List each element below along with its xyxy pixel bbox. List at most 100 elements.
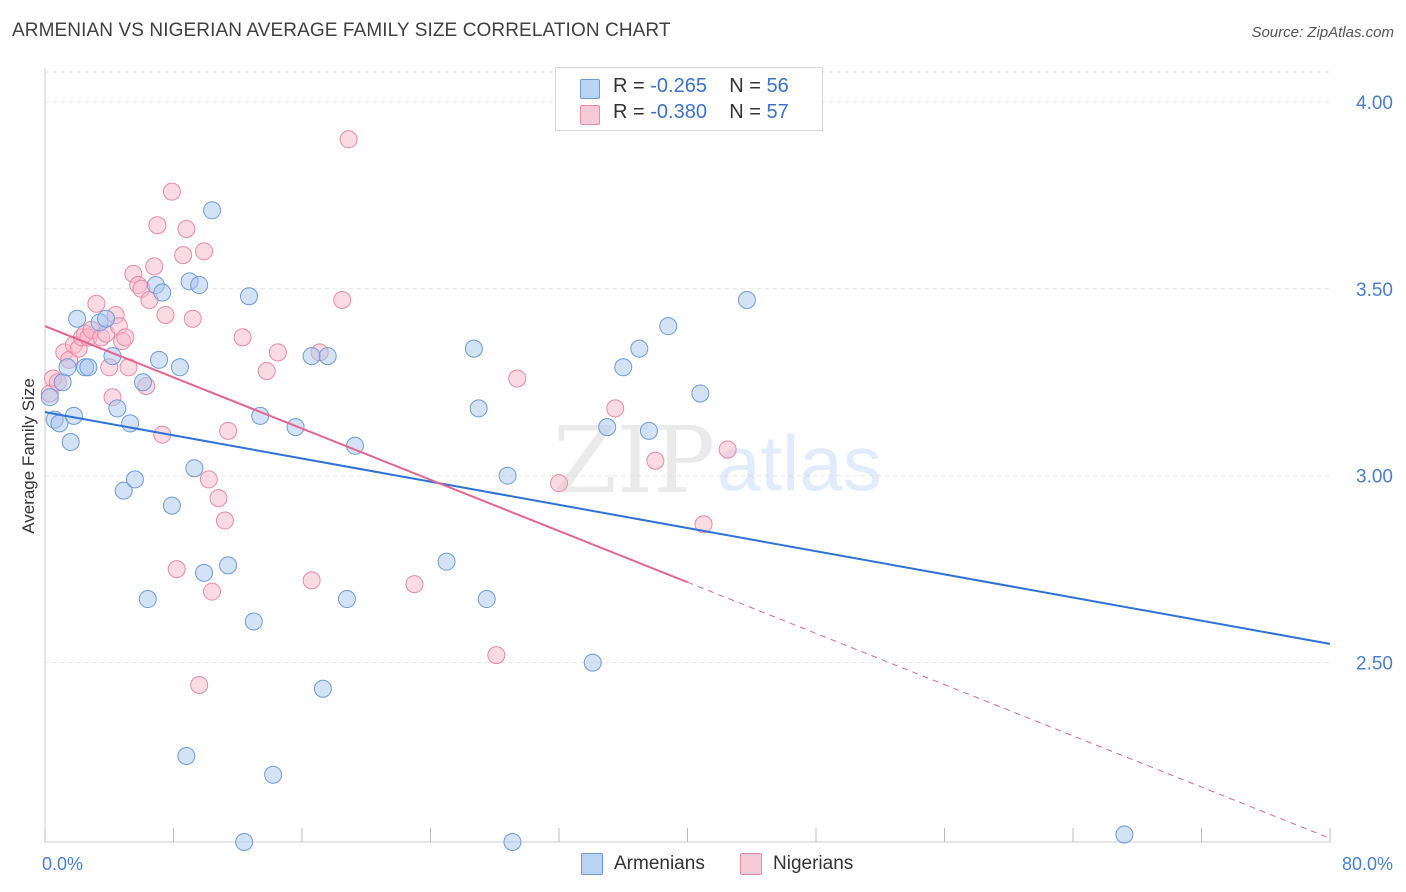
armenian-point bbox=[498, 466, 517, 485]
y-tick-label: 3.00 bbox=[1356, 467, 1393, 488]
nigerian-point bbox=[162, 182, 181, 201]
armenian-point bbox=[53, 373, 72, 392]
nigerian-point bbox=[508, 369, 527, 388]
series-label-nigerians: Nigerians bbox=[773, 853, 854, 874]
armenian-point bbox=[177, 747, 196, 766]
legend-n-value-pink: 57 bbox=[766, 101, 789, 123]
armenian-point bbox=[40, 388, 59, 407]
armenian-point bbox=[1115, 825, 1134, 844]
legend-n-label: N = bbox=[729, 101, 761, 123]
nigerian-point bbox=[183, 309, 202, 328]
legend-r-label: R = bbox=[613, 101, 645, 123]
armenian-point bbox=[583, 653, 602, 672]
nigerian-point bbox=[174, 246, 193, 265]
armenians-trend-line bbox=[44, 411, 1331, 645]
nigerian-point bbox=[167, 560, 186, 579]
armenian-point bbox=[79, 358, 98, 377]
nigerian-point bbox=[339, 130, 358, 149]
armenian-point bbox=[133, 373, 152, 392]
nigerian-point bbox=[199, 470, 218, 489]
trend-lines bbox=[44, 325, 1331, 839]
armenian-point bbox=[58, 358, 77, 377]
nigerian-point bbox=[219, 421, 238, 440]
series-swatch-pink bbox=[740, 853, 762, 875]
grid-layer: 2.50 3.00 3.50 4.00 bbox=[45, 71, 1393, 675]
nigerian-point bbox=[550, 474, 568, 493]
armenian-point bbox=[464, 339, 483, 358]
legend-r-label: R = bbox=[613, 75, 645, 97]
armenians-points bbox=[40, 201, 1134, 851]
legend-swatch-blue bbox=[580, 79, 600, 99]
legend-n-value-blue: 56 bbox=[766, 75, 789, 97]
legend-r-value-blue: -0.265 bbox=[650, 75, 707, 97]
armenian-point bbox=[219, 556, 238, 575]
armenian-point bbox=[313, 679, 332, 698]
armenian-point bbox=[185, 459, 204, 478]
armenian-point bbox=[190, 276, 209, 295]
series-label-armenians: Armenians bbox=[614, 853, 705, 874]
legend-swatch-pink bbox=[580, 105, 600, 125]
armenian-point bbox=[162, 496, 181, 515]
nigerians-points bbox=[40, 130, 737, 695]
armenian-point bbox=[639, 421, 658, 440]
y-axis-label: Average Family Size bbox=[19, 378, 38, 534]
nigerian-point bbox=[302, 571, 321, 590]
series-legend: Armenians Nigerians bbox=[0, 852, 1406, 878]
nigerian-point bbox=[87, 294, 106, 313]
armenian-point bbox=[61, 433, 80, 452]
armenian-point bbox=[239, 287, 258, 306]
armenian-point bbox=[737, 291, 756, 310]
armenian-point bbox=[614, 358, 633, 377]
nigerian-point bbox=[215, 511, 234, 530]
watermark-atlas: atlas bbox=[717, 419, 882, 507]
armenian-point bbox=[503, 833, 522, 851]
armenian-point bbox=[337, 590, 356, 609]
armenian-point bbox=[477, 590, 496, 609]
nigerian-point bbox=[405, 575, 424, 594]
nigerian-point bbox=[156, 305, 175, 324]
nigerian-point bbox=[257, 362, 276, 381]
x-tick-label-min: 0.0% bbox=[42, 854, 83, 874]
armenian-point bbox=[97, 309, 116, 328]
nigerian-point bbox=[268, 343, 287, 362]
nigerians-trend-line-extension bbox=[687, 581, 1331, 839]
legend-r-value-pink: -0.380 bbox=[650, 101, 707, 123]
armenian-point bbox=[630, 339, 649, 358]
chart-source: Source: ZipAtlas.com bbox=[1251, 24, 1394, 41]
nigerian-point bbox=[195, 242, 214, 261]
armenian-point bbox=[153, 283, 172, 302]
axes-layer: 0.0% 80.0% bbox=[42, 68, 1393, 874]
armenian-point bbox=[437, 552, 456, 571]
watermark: ZIP atlas bbox=[553, 407, 882, 514]
nigerian-point bbox=[203, 582, 222, 601]
armenian-point bbox=[203, 201, 222, 220]
nigerian-point bbox=[190, 676, 209, 695]
armenian-point bbox=[264, 765, 283, 784]
nigerian-point bbox=[333, 291, 352, 310]
y-tick-label: 3.50 bbox=[1356, 280, 1393, 301]
armenian-point bbox=[691, 384, 710, 403]
y-tick-label: 2.50 bbox=[1356, 654, 1393, 675]
armenian-point bbox=[138, 590, 157, 609]
nigerian-point bbox=[116, 328, 135, 347]
armenian-point bbox=[302, 347, 321, 366]
nigerian-point bbox=[209, 489, 228, 508]
armenian-point bbox=[235, 833, 254, 851]
nigerian-point bbox=[177, 219, 196, 238]
nigerian-point bbox=[148, 216, 167, 235]
armenian-point bbox=[170, 358, 189, 377]
armenian-point bbox=[108, 399, 127, 418]
chart-title: ARMENIAN VS NIGERIAN AVERAGE FAMILY SIZE… bbox=[12, 20, 671, 41]
armenian-point bbox=[598, 418, 617, 437]
y-tick-label: 4.00 bbox=[1356, 93, 1393, 114]
armenian-point bbox=[114, 481, 133, 500]
nigerian-point bbox=[487, 646, 506, 665]
nigerian-point bbox=[718, 440, 737, 459]
nigerian-point bbox=[694, 515, 713, 534]
armenian-point bbox=[659, 317, 678, 336]
armenian-point bbox=[244, 612, 263, 631]
nigerian-point bbox=[606, 399, 625, 418]
nigerian-point bbox=[145, 257, 164, 276]
armenian-point bbox=[68, 309, 87, 328]
